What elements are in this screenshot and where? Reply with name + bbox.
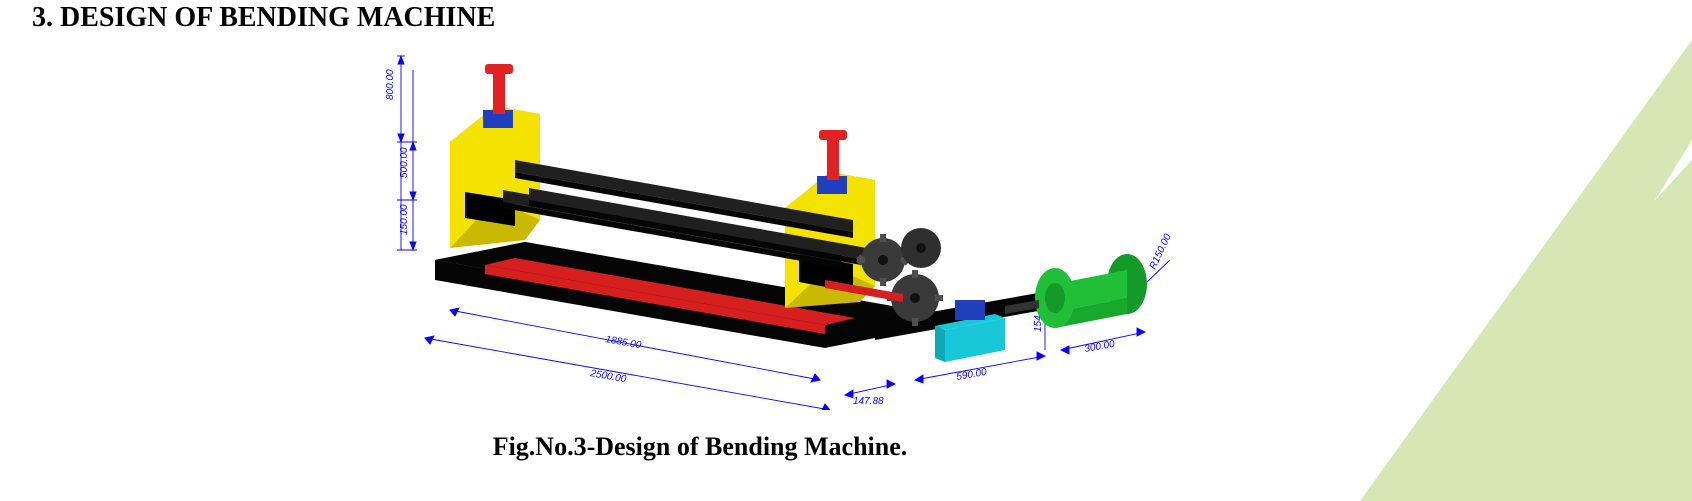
section-heading: 3. DESIGN OF BENDING MACHINE (32, 2, 495, 34)
dim-147: 147.88 (853, 396, 884, 407)
dim-1885: 1885.00 (604, 334, 642, 351)
dim-800: 800.00 (385, 69, 396, 100)
dim-590: 590.00 (956, 367, 988, 383)
dim-150: 150.00 (399, 204, 410, 235)
motor (1005, 254, 1147, 328)
dim-500: 500.00 (399, 147, 410, 178)
dim-r150: R150.00 (1148, 232, 1174, 271)
bending-machine-figure: 800.00 500.00 150.00 1885.00 2500.00 147… (355, 50, 1185, 410)
figure-caption: Fig.No.3-Design of Bending Machine. (420, 432, 980, 462)
right-handle (817, 130, 847, 194)
left-handle (483, 64, 513, 128)
dim-300: 300.00 (1084, 339, 1116, 355)
dim-2500: 2500.00 (588, 368, 627, 385)
